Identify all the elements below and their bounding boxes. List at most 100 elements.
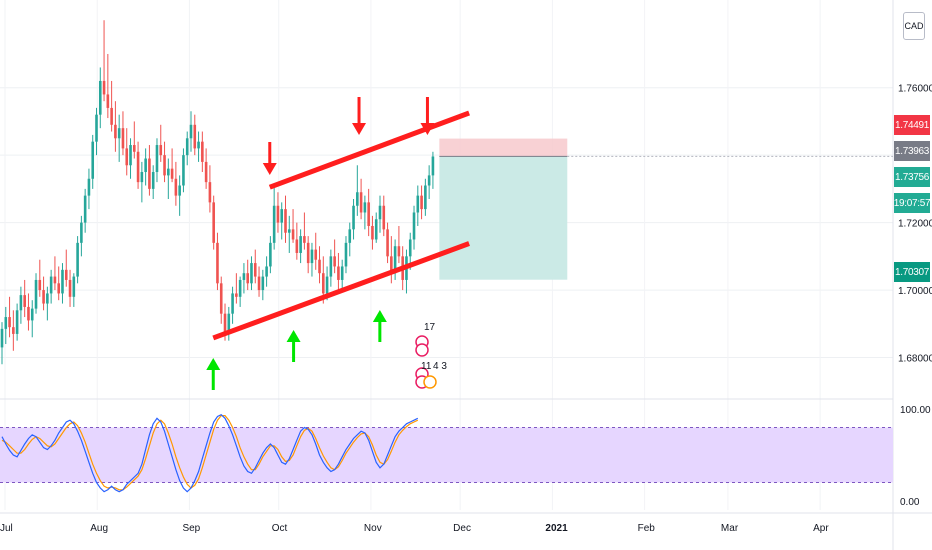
candle-body [416, 195, 420, 213]
time-tick-label: 2021 [545, 523, 568, 534]
buy-signal-arrow-icon [286, 330, 301, 362]
candle-body [8, 317, 11, 328]
candle-body [431, 156, 435, 176]
time-tick-label: Apr [813, 523, 829, 534]
candle-body [306, 242, 310, 264]
candle-body [15, 310, 19, 334]
candle-body [314, 249, 318, 260]
candle-body [72, 276, 76, 297]
candle-body [371, 225, 374, 240]
time-tick-label: Oct [272, 523, 288, 534]
candle-body [352, 205, 355, 230]
candle-body [382, 205, 386, 230]
candle-body [318, 259, 321, 274]
candle-body [272, 205, 276, 243]
candle-body [117, 128, 121, 139]
candle-body [114, 124, 117, 139]
candle-body [4, 317, 8, 329]
price-tick-label: 1.68000 [898, 354, 932, 365]
time-tick-label: Feb [638, 523, 656, 534]
sell-signal-arrow-icon [352, 97, 367, 135]
candle-body [340, 266, 344, 280]
candle-body [261, 276, 265, 291]
candle-body [155, 145, 159, 173]
take-profit-zone [439, 156, 568, 280]
candle-body [227, 313, 231, 334]
sell-signal-arrow-icon [262, 142, 277, 175]
arrow-head [352, 123, 367, 135]
candle-body [424, 185, 427, 210]
event-badges[interactable]: 17 11 4 3 [415, 322, 447, 389]
price-tag: 19:07:57 [894, 193, 931, 213]
stop-loss-zone [439, 138, 568, 157]
candle-body [204, 161, 208, 183]
candle-body [235, 293, 238, 297]
earnings-badge-icon [415, 343, 429, 357]
candlestick-series [0, 20, 435, 365]
candle-body [76, 242, 79, 277]
channel-trendlines[interactable] [212, 110, 470, 341]
candle-body [95, 114, 98, 142]
candle-body [374, 219, 378, 240]
candle-body [257, 276, 261, 291]
candle-body [0, 328, 4, 348]
candle-body [91, 141, 95, 179]
short-position-tool[interactable] [439, 138, 893, 280]
candle-body [231, 293, 234, 314]
candle-body [287, 229, 291, 233]
candle-body [250, 263, 253, 284]
oscillator-band [0, 427, 893, 483]
oscillator-k-line [1, 413, 419, 493]
candle-body [133, 145, 136, 152]
candle-body [98, 80, 102, 115]
oscillator-signal-line [1, 415, 419, 491]
candle-body [38, 279, 42, 291]
candle-body [299, 236, 302, 253]
arrow-head [286, 330, 301, 342]
candle-body [53, 276, 57, 284]
candle-body [393, 246, 397, 274]
currency-badge[interactable]: CAD [903, 12, 925, 40]
candle-body [34, 279, 38, 309]
candle-body [238, 279, 242, 297]
candle-body [83, 195, 87, 223]
price-axis[interactable]: 1.76000 1.72000 1.70000 1.68000 100.00 0.00 [898, 84, 932, 508]
time-tick-label: Sep [182, 523, 200, 534]
candle-body [140, 172, 144, 183]
candle-body [359, 192, 363, 213]
buy-signal-arrow-icon [372, 310, 387, 342]
sell-signal-arrow-icon [420, 97, 435, 135]
candle-body [269, 242, 272, 267]
candle-body [378, 205, 382, 220]
candle-body [144, 158, 147, 173]
candle-body [276, 205, 280, 223]
event-badge-label: 11 [421, 361, 432, 372]
candle-body [193, 124, 197, 149]
candle-body [337, 266, 340, 280]
candle-body [189, 124, 193, 139]
candle-body [49, 276, 53, 294]
candle-body [408, 239, 412, 257]
candle-body [265, 266, 268, 277]
candle-body [170, 168, 174, 179]
candle-body [12, 327, 15, 334]
candle-body [291, 229, 295, 240]
candle-body [329, 256, 333, 277]
candle-body [216, 242, 219, 284]
candle-body [136, 151, 140, 183]
candle-body [106, 94, 110, 108]
candle-body [246, 273, 249, 284]
candle-body [197, 141, 200, 149]
price-tag: 1.70307 [894, 262, 930, 282]
candle-body [284, 209, 287, 233]
candle-body [182, 155, 185, 186]
dividend-badge-icon [423, 375, 437, 389]
arrow-head [420, 123, 435, 135]
candle-body [344, 242, 348, 267]
candle-body [219, 283, 223, 314]
time-axis[interactable]: Jul Aug Sep Oct Nov Dec 2021 Feb Mar Apr [0, 523, 829, 534]
event-badge-label: 4 3 [433, 361, 447, 372]
candle-body [212, 202, 215, 243]
candle-body [46, 293, 49, 304]
